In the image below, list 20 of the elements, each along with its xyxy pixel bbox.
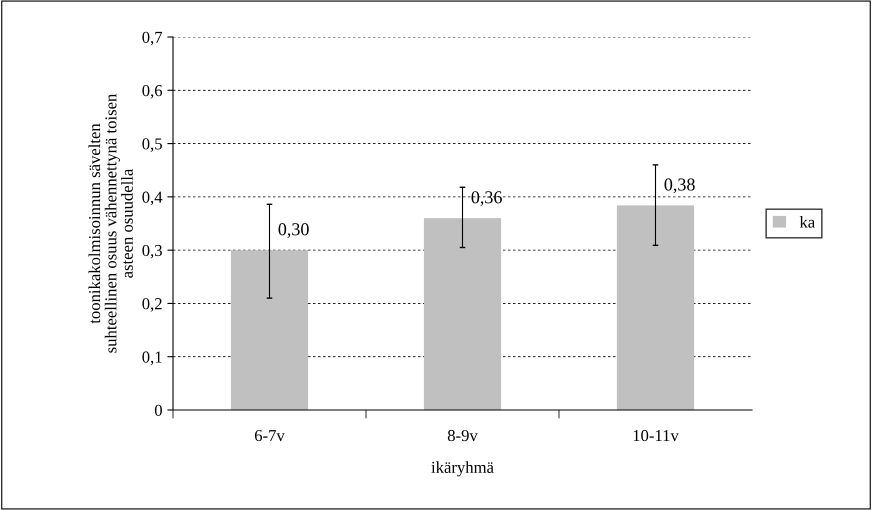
y-tick-label: 0,3	[142, 244, 162, 258]
x-axis-title: ikäryhmä	[431, 461, 494, 476]
bar	[424, 218, 502, 410]
y-tick-label: 0	[154, 404, 162, 416]
y-axis-title: toonikakolmisoinnun sävelten suhteellinen osuus vähennettynä toisen asteen osuudella	[88, 94, 133, 353]
legend-label: ka	[800, 216, 815, 228]
bar	[230, 250, 308, 410]
bar	[616, 205, 694, 410]
x-tick-label: 6-7v	[254, 430, 285, 442]
x-tick-label: 8-9v	[448, 430, 478, 442]
y-tick-label: 0,4	[142, 192, 162, 206]
data-label: 0,36	[472, 191, 502, 206]
data-label: 0,38	[664, 178, 695, 194]
y-tick-label: 0,1	[142, 351, 162, 366]
y-tick-label: 0,7	[142, 32, 162, 46]
y-tick-label: 0,5	[142, 138, 162, 152]
data-label: 0,30	[278, 223, 309, 238]
y-tick-label: 0,2	[142, 298, 162, 312]
y-tick-label: 0,6	[142, 84, 162, 99]
x-tick-label: 10-11v	[634, 430, 679, 442]
